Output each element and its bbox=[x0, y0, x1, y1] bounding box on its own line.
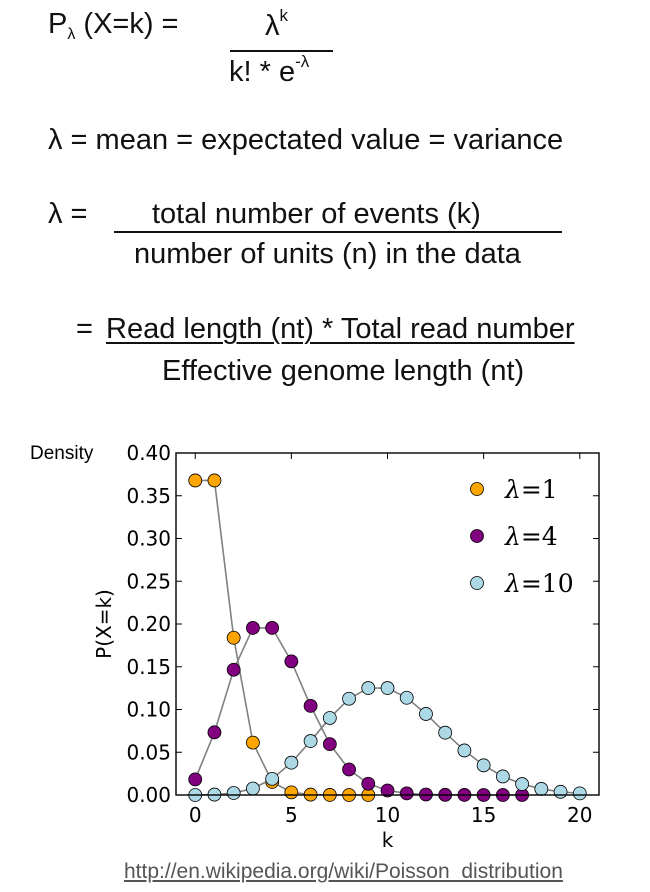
data-point bbox=[246, 781, 260, 796]
fraction-bar bbox=[114, 231, 562, 233]
x-tick-label: 10 bbox=[375, 803, 400, 827]
legend-marker bbox=[470, 482, 484, 496]
data-point bbox=[246, 621, 260, 635]
data-point bbox=[342, 762, 356, 777]
data-point bbox=[399, 786, 414, 801]
fraction-bar bbox=[230, 50, 333, 52]
data-point bbox=[226, 662, 241, 677]
legend-label: λ=10 bbox=[504, 569, 574, 598]
data-point bbox=[534, 782, 549, 796]
data-point bbox=[322, 711, 337, 725]
y-tick-label: 0.25 bbox=[126, 569, 171, 593]
data-point bbox=[476, 758, 491, 773]
x-tick-label: 15 bbox=[471, 803, 496, 827]
coverage-numerator: Read length (nt) * Total read number bbox=[106, 313, 575, 345]
data-point bbox=[380, 783, 395, 798]
data-point bbox=[207, 473, 222, 488]
poisson-chart: Density 0.00 0.05 0.10 0.15 0.20 0.25 0.30 0.35 0… bbox=[30, 441, 600, 852]
data-point bbox=[303, 699, 318, 713]
y-tick-label: 0.35 bbox=[126, 484, 171, 508]
y-tick-label: 0.20 bbox=[126, 612, 171, 636]
data-point bbox=[284, 654, 299, 669]
data-point bbox=[207, 725, 222, 740]
data-point bbox=[303, 734, 318, 748]
data-point bbox=[361, 681, 376, 695]
data-point bbox=[188, 473, 203, 488]
density-label: Density bbox=[30, 443, 94, 464]
data-point bbox=[246, 735, 260, 750]
data-point bbox=[495, 769, 510, 784]
y-tick-label: 0.40 bbox=[126, 441, 171, 465]
data-point bbox=[438, 725, 453, 740]
lambda-subscript: λ bbox=[67, 26, 76, 43]
lambda-def-numerator: total number of events (k) bbox=[152, 198, 481, 230]
data-point bbox=[226, 786, 241, 800]
data-point bbox=[322, 737, 337, 752]
y-tick-label: 0.00 bbox=[126, 783, 171, 807]
source-link[interactable]: http://en.wikipedia.org/wiki/Poisson_dis… bbox=[124, 860, 563, 883]
pmf-lhs: Pλ (X=k) = bbox=[48, 8, 179, 44]
legend-marker bbox=[470, 529, 484, 543]
y-tick-label: 0.15 bbox=[126, 655, 171, 679]
legend-marker bbox=[470, 576, 484, 590]
numerator-exponent: k bbox=[279, 6, 289, 25]
data-point bbox=[572, 786, 587, 801]
data-point bbox=[399, 690, 414, 705]
legend-label: λ=1 bbox=[504, 475, 558, 504]
pmf-numerator: λk bbox=[265, 6, 288, 43]
data-point bbox=[419, 707, 433, 721]
data-point bbox=[361, 776, 376, 791]
data-point bbox=[515, 777, 529, 791]
p-symbol: P bbox=[48, 8, 68, 40]
data-point bbox=[188, 772, 203, 787]
data-point bbox=[284, 755, 299, 770]
pmf-lhs-rest: (X=k) = bbox=[83, 8, 179, 40]
lambda-def-denominator: number of units (n) in the data bbox=[134, 238, 521, 270]
x-axis-label: k bbox=[382, 828, 394, 852]
lambda-identity: λ = mean = expectated value = variance bbox=[48, 124, 564, 156]
data-point bbox=[284, 785, 299, 800]
y-axis-label: P(X=k) bbox=[92, 589, 116, 659]
data-point bbox=[265, 771, 280, 786]
coverage-lhs: = bbox=[76, 313, 93, 345]
denominator-exponent: -λ bbox=[295, 52, 310, 71]
y-tick-label: 0.05 bbox=[126, 740, 171, 764]
data-point bbox=[265, 621, 280, 635]
series-line bbox=[195, 479, 369, 796]
data-point bbox=[342, 691, 356, 706]
x-tick-label: 5 bbox=[285, 803, 298, 827]
y-tick-label: 0.10 bbox=[126, 698, 171, 722]
legend-label: λ=4 bbox=[504, 522, 558, 551]
x-tick-label: 0 bbox=[189, 803, 202, 827]
data-point bbox=[553, 784, 568, 799]
numerator-base: λ bbox=[265, 10, 280, 42]
data-point bbox=[226, 630, 241, 645]
data-point bbox=[380, 681, 395, 695]
pmf-denominator: k! * e-λ bbox=[229, 52, 309, 89]
lambda-def-lhs: λ = bbox=[48, 198, 88, 230]
data-point bbox=[457, 743, 472, 758]
x-tick-label: 20 bbox=[567, 803, 592, 827]
plot-frame bbox=[175, 452, 600, 796]
denominator-base: k! * e bbox=[229, 56, 296, 88]
series-line bbox=[194, 627, 523, 796]
y-tick-label: 0.30 bbox=[126, 527, 171, 551]
coverage-denominator: Effective genome length (nt) bbox=[162, 355, 525, 387]
